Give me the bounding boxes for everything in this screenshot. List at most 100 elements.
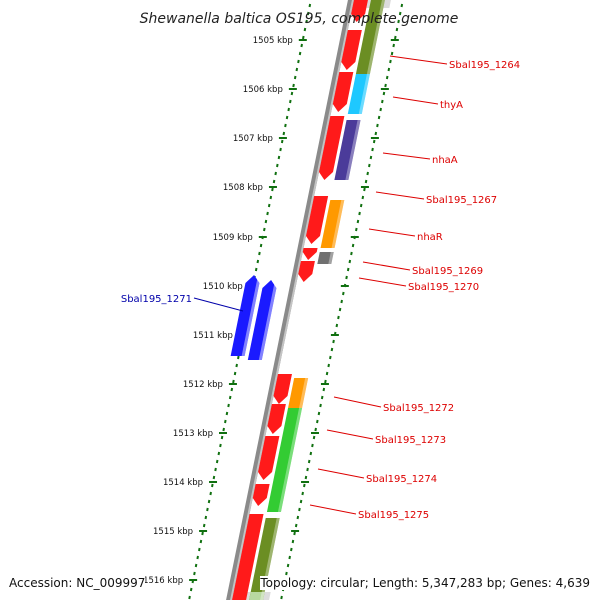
minor-tick [316,419,319,424]
cog-block-bottom [249,518,280,600]
minor-tick [290,91,294,96]
minor-tick [371,147,374,152]
minor-tick [284,123,287,128]
minor-tick [306,467,309,472]
gene-label[interactable]: nhaA [432,155,458,166]
minor-tick [324,379,327,384]
gene-sbal195-1274 [258,436,280,480]
minor-tick [271,187,274,192]
gene-leader-line [193,297,244,312]
minor-tick [254,267,258,272]
gene-label[interactable]: Sbal195_1272 [383,403,454,414]
minor-tick [303,27,307,32]
gene-sbal195-1271-a-shade [241,277,261,356]
minor-tick [398,11,402,16]
minor-tick [330,347,334,352]
gene-sbal195-1264 [341,30,362,70]
minor-tick [188,595,191,600]
gene-leader-line [326,429,374,440]
axis-tick-label: 1511 kbp [193,331,233,341]
minor-tick [263,227,266,232]
gene-label[interactable]: Sbal195_1269 [412,266,483,277]
minor-tick [199,539,203,544]
axis-tick-label: 1509 kbp [213,233,253,243]
minor-tick [202,523,206,528]
gene-label[interactable]: Sbal195_1275 [358,510,429,521]
minor-tick [302,35,305,40]
gene-sbal195-1269-1270 [298,261,315,282]
minor-tick [312,435,316,440]
minor-tick [293,75,297,80]
minor-tick [290,547,293,552]
minor-tick [325,371,329,376]
gene-leader-line [358,277,407,287]
gene-sbal195-1273 [267,404,286,434]
minor-tick [296,515,300,520]
minor-tick [363,187,366,192]
minor-tick [264,219,268,224]
genome-summary: Topology: circular; Length: 5,347,283 bp… [260,576,590,590]
minor-tick [394,35,397,40]
minor-tick [368,163,371,168]
minor-tick [276,163,279,168]
gene-label[interactable]: Sbal195_1264 [449,60,520,71]
minor-tick [335,323,339,328]
cog-block-nhaa-shade [345,120,361,180]
minor-tick [274,171,277,176]
gene-label[interactable]: Sbal195_1271 [121,294,192,305]
minor-tick [277,155,281,160]
gene-sbal195-1271-b [247,280,277,360]
minor-tick [282,131,286,136]
minor-tick [348,259,352,264]
gene-label[interactable]: thyA [440,100,463,111]
length-value: 5,347,283 bp [421,576,502,590]
minor-tick [259,243,263,248]
minor-tick [303,483,306,488]
gene-leader-line [309,504,357,515]
minor-tick [289,99,292,104]
minor-tick [392,43,395,48]
genome-backbone-highlight [230,0,354,600]
gene-label[interactable]: Sbal195_1273 [375,435,446,446]
gene-label[interactable]: nhaR [417,232,443,243]
minor-tick [298,51,302,56]
minor-tick [387,67,391,72]
accession-label: Accession: [9,576,73,590]
minor-tick [361,195,365,200]
minor-tick [219,443,222,448]
accession-value: NC_009997 [76,576,146,590]
minor-tick [189,587,193,592]
gene-label[interactable]: Sbal195_1267 [426,195,497,206]
minor-tick [209,491,212,496]
minor-tick [358,211,361,216]
minor-tick [258,251,261,256]
minor-tick [288,555,291,560]
genes-label: Genes: [509,576,552,590]
cog-block-bottom-light-shade [260,592,265,600]
axis-tick-label: 1513 kbp [173,429,213,439]
axis-tick-label: 1510 kbp [203,282,243,292]
axis-tick-label: 1515 kbp [153,527,193,537]
minor-tick [230,387,234,392]
minor-tick [382,91,386,96]
minor-tick [397,19,400,24]
gene-label[interactable]: Sbal195_1274 [366,474,437,485]
gene-label[interactable]: Sbal195_1270 [408,282,479,293]
cog-block-sbal195-1264 [355,32,379,74]
cog-block-thya [347,74,370,114]
minor-tick [322,387,326,392]
cog-block-sbal195-1267 [320,200,345,248]
gene-leader-line [392,96,439,105]
minor-tick [307,459,311,464]
minor-tick [225,411,229,416]
minor-tick [390,51,394,56]
cog-block-sbal195-1272-shade [299,378,309,408]
minor-tick [376,123,379,128]
minor-tick [327,363,330,368]
gene-leader-line [375,191,425,200]
minor-tick [369,155,373,160]
minor-tick [317,411,321,416]
minor-tick [232,379,235,384]
minor-tick [285,115,289,120]
